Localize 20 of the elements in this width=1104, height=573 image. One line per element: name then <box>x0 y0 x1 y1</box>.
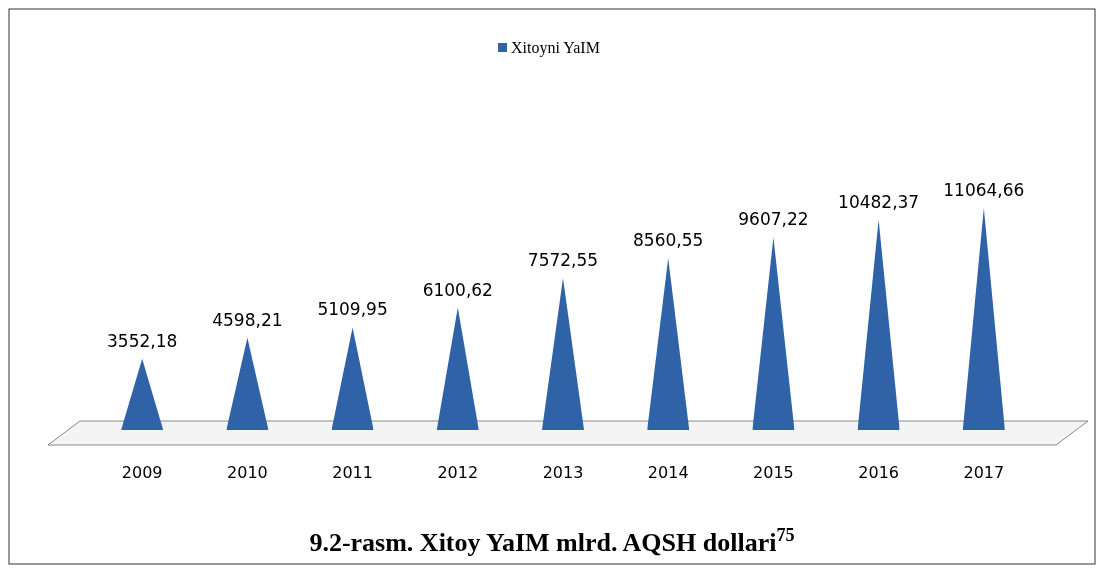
data-label: 6100,62 <box>422 279 493 300</box>
data-label: 8560,55 <box>633 230 704 251</box>
data-label: 10482,37 <box>838 191 920 212</box>
x-tick-label: 2016 <box>858 463 899 482</box>
data-label: 3552,18 <box>107 330 178 351</box>
data-label: 11064,66 <box>943 180 1025 200</box>
x-tick-label: 2012 <box>437 463 479 482</box>
x-tick-label: 2014 <box>647 463 689 482</box>
text: 9.2-rasm. Xitoy YaIM mlrd. AQSH dollari$^{75}$ <box>309 525 795 557</box>
x-tick-label: 2017 <box>963 463 1005 482</box>
data-label: 5109,95 <box>317 299 388 320</box>
data-label: 7572,55 <box>527 250 599 271</box>
data-label: 9607,22 <box>738 209 809 230</box>
data-label: 4598,21 <box>212 309 283 330</box>
x-tick-label: 2013 <box>542 463 584 482</box>
x-tick-label: 2015 <box>753 463 794 482</box>
x-tick-label: 2010 <box>227 463 268 482</box>
legend-label: Xitoyni YaIM <box>511 39 600 57</box>
x-tick-label: 2009 <box>121 463 163 482</box>
x-tick-label: 2011 <box>332 463 373 482</box>
